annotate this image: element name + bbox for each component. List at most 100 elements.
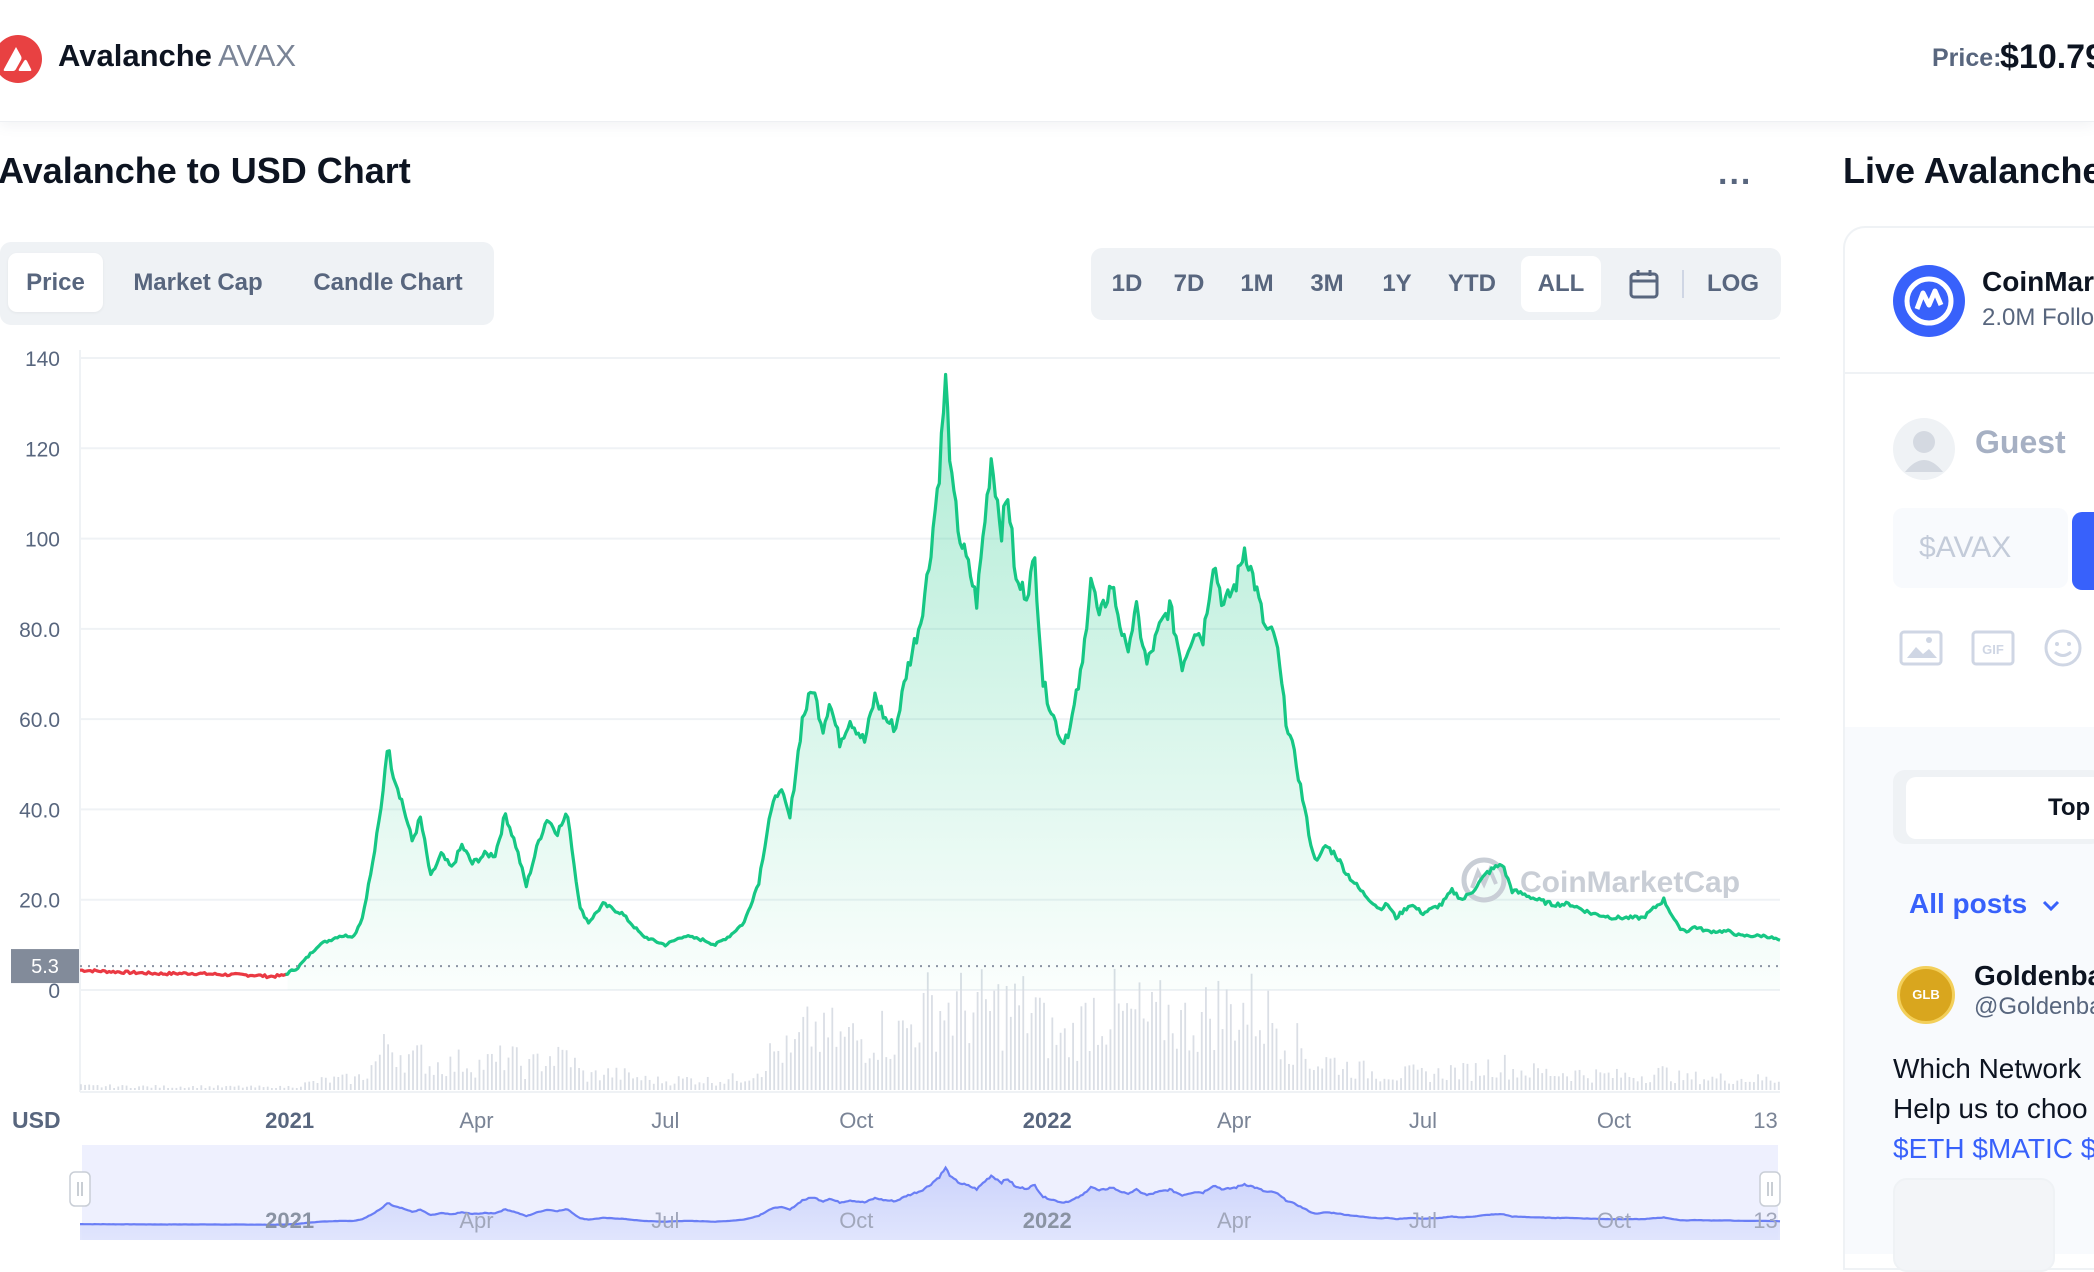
volume-bar	[698, 1082, 701, 1090]
price-chart[interactable]: CoinMarketCap 140 120 100 80.0 60.0 40.0 20.0 0…	[0, 330, 1790, 1254]
volume-bar	[669, 1085, 672, 1090]
range-7d-button[interactable]: 7D	[1173, 270, 1205, 297]
volume-bar	[578, 1068, 580, 1090]
volume-bar	[337, 1077, 340, 1090]
coinmarketcap-avatar-icon[interactable]	[1893, 265, 1965, 337]
image-icon[interactable]	[1899, 628, 1943, 668]
range-1d-button[interactable]: 1D	[1111, 270, 1143, 297]
calendar-icon[interactable]	[1616, 256, 1672, 312]
price-label: Price:	[1932, 44, 2002, 72]
price-area-fill	[287, 374, 1781, 990]
tab-market-cap[interactable]: Market Cap	[133, 269, 263, 296]
volume-bar	[187, 1087, 190, 1090]
post-author-avatar[interactable]: GLB	[1897, 966, 1955, 1024]
volume-bar	[1520, 1070, 1523, 1090]
volume-bar	[420, 1044, 423, 1090]
volume-bar	[486, 1054, 489, 1090]
volume-bar	[1412, 1064, 1415, 1090]
range-1m-button[interactable]: 1M	[1240, 270, 1274, 297]
x-axis-labels: 2021 Apr Jul Oct 2022 Apr Jul Oct 13	[265, 1108, 1778, 1133]
post-hashtags[interactable]: $ETH $MATIC $	[1893, 1133, 2094, 1164]
volume-bar	[113, 1088, 116, 1090]
volume-bar	[839, 1031, 842, 1090]
navigator-right-handle[interactable]	[1759, 1171, 1781, 1207]
volume-bar	[283, 1087, 286, 1090]
emoji-icon[interactable]	[2041, 628, 2085, 668]
range-ytd-button[interactable]: YTD	[1448, 270, 1496, 297]
volume-bar	[1005, 985, 1008, 1090]
volume-bar	[266, 1086, 269, 1090]
volume-bar	[154, 1085, 157, 1090]
volume-bar	[889, 1058, 892, 1090]
volume-bar	[1665, 1067, 1668, 1090]
volume-bar	[665, 1081, 668, 1090]
volume-bar	[1018, 1005, 1021, 1090]
account-name[interactable]: CoinMar	[1982, 266, 2094, 297]
gif-icon[interactable]: GIF	[1971, 628, 2015, 668]
volume-bar	[412, 1050, 414, 1090]
x-tick-label: 13	[1753, 1108, 1777, 1133]
volume-bar	[1532, 1063, 1535, 1090]
volume-bar	[1383, 1078, 1386, 1090]
more-options-button[interactable]: ...	[1718, 154, 1753, 192]
volume-bar	[1537, 1068, 1539, 1090]
volume-bar	[370, 1065, 373, 1090]
navigator-left-handle[interactable]	[69, 1171, 91, 1207]
volume-bar	[80, 1084, 82, 1090]
volume-bar	[864, 1062, 867, 1090]
volume-bar	[1474, 1063, 1477, 1090]
volume-bar	[1126, 1003, 1128, 1090]
volume-bar	[1084, 1002, 1087, 1090]
range-1y-button[interactable]: 1Y	[1382, 270, 1412, 297]
volume-bar	[1557, 1076, 1560, 1090]
volume-bar	[769, 1043, 771, 1090]
log-scale-button[interactable]: LOG	[1707, 270, 1759, 297]
volume-bar	[183, 1088, 186, 1090]
tab-price[interactable]: Price	[8, 253, 103, 312]
volume-bar	[1267, 990, 1270, 1090]
volume-bar	[760, 1077, 763, 1090]
volume-bar	[785, 1035, 788, 1090]
volume-bar	[582, 1070, 585, 1090]
range-navigator[interactable]: 2021 Apr Jul Oct 2022 Apr Jul Oct 13	[69, 1145, 1781, 1240]
volume-bar	[515, 1047, 518, 1090]
volume-bar	[1055, 1044, 1058, 1090]
volume-bar	[1130, 1008, 1133, 1090]
post-author-name[interactable]: Goldenba	[1974, 960, 2094, 991]
volume-bar	[1047, 1058, 1050, 1090]
volume-bar	[1159, 980, 1162, 1090]
volume-bar	[810, 1046, 813, 1090]
volume-bar	[1425, 1071, 1427, 1090]
post-media-card[interactable]	[1893, 1178, 2055, 1272]
tab-top[interactable]: Top	[1906, 777, 2094, 839]
all-posts-filter[interactable]: All posts	[1909, 888, 2061, 920]
volume-bar	[1707, 1080, 1710, 1090]
volume-bar	[133, 1088, 136, 1090]
volume-bar	[1582, 1075, 1585, 1090]
volume-bar	[1757, 1074, 1759, 1090]
volume-bar	[1607, 1072, 1610, 1090]
y-tick-label: 100	[25, 529, 60, 552]
volume-bar	[619, 1079, 622, 1090]
volume-bar	[1171, 1033, 1174, 1090]
volume-bar	[1088, 1051, 1091, 1090]
post-input[interactable]: $AVAX	[1893, 508, 2068, 588]
volume-bar	[1574, 1070, 1577, 1090]
volume-bar	[1175, 1048, 1178, 1090]
tab-candle-chart[interactable]: Candle Chart	[313, 269, 463, 296]
volume-bar	[387, 1044, 390, 1090]
post-text-line: Which Network	[1893, 1053, 2082, 1084]
range-3m-button[interactable]: 3M	[1310, 270, 1344, 297]
price-line	[79, 372, 1781, 980]
post-button[interactable]	[2072, 512, 2094, 590]
volume-bar	[1180, 1010, 1182, 1090]
coin-name: Avalanche	[58, 38, 212, 73]
volume-bar	[798, 1032, 800, 1090]
volume-bar	[466, 1068, 468, 1090]
volume-bar	[756, 1073, 759, 1090]
range-all-button[interactable]: ALL	[1521, 256, 1601, 312]
volume-bar	[615, 1067, 618, 1090]
volume-bar	[1288, 1063, 1290, 1090]
volume-bar	[1333, 1057, 1336, 1090]
volume-bar	[1611, 1078, 1614, 1090]
